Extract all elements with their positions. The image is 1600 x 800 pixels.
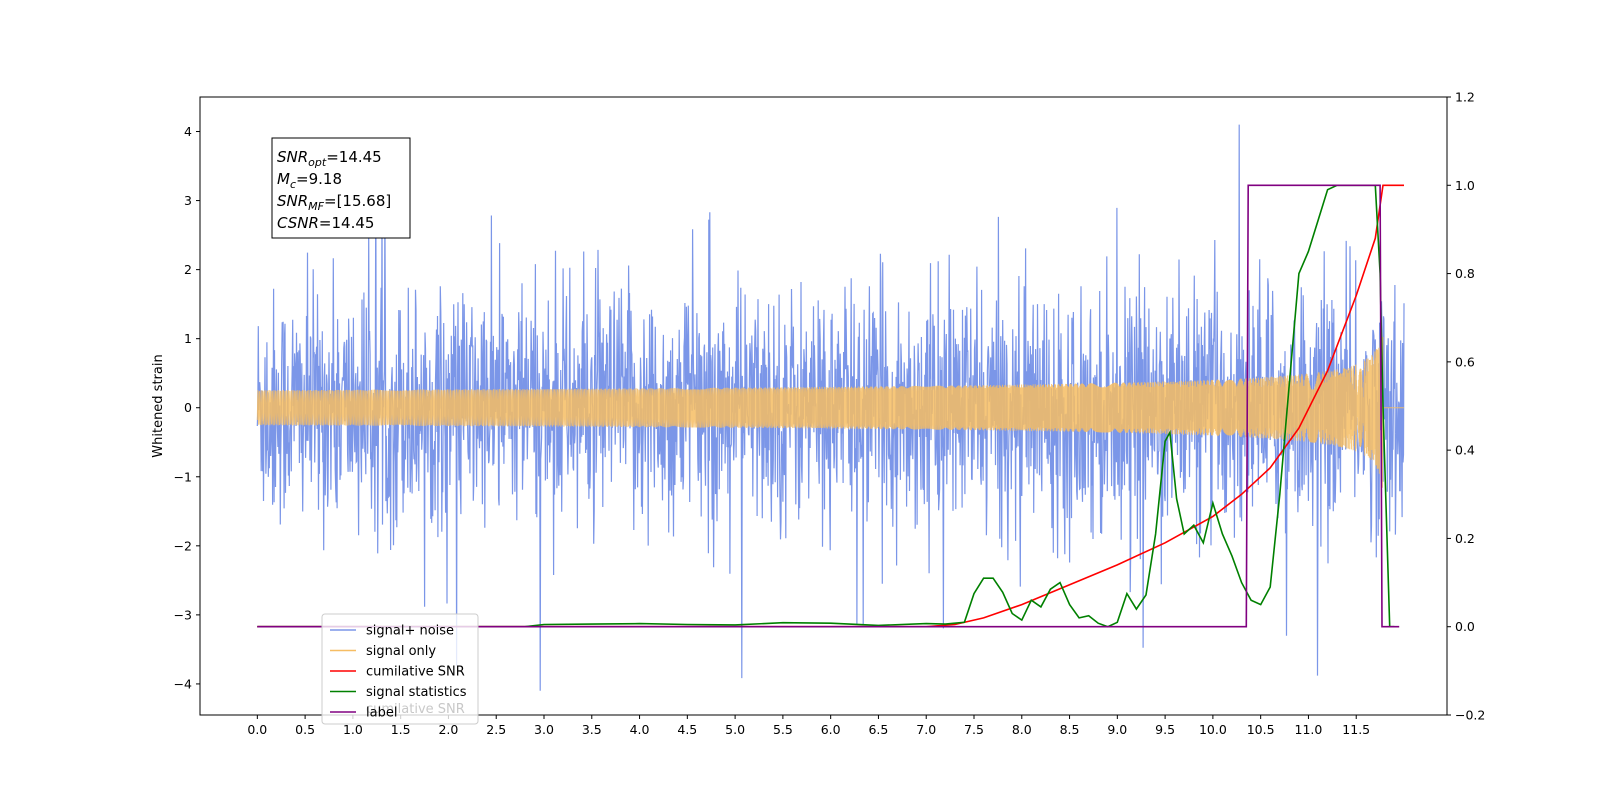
x-tick-label: 10.5 <box>1247 722 1275 737</box>
annotation-box <box>271 137 411 239</box>
x-tick-label: 5.5 <box>773 722 793 737</box>
legend-label: signal only <box>366 644 436 659</box>
right-y-tick-label: 0.0 <box>1455 619 1475 634</box>
x-tick-label: 1.5 <box>391 722 411 737</box>
left-y-tick-label: −4 <box>174 676 192 691</box>
legend-label: signal+ noise <box>366 624 454 639</box>
x-tick-label: 1.0 <box>343 722 363 737</box>
series-signal-only <box>256 332 1404 488</box>
axes-frame <box>199 96 1448 716</box>
x-tick-label: 6.5 <box>868 722 888 737</box>
x-tick-label: 3.0 <box>534 722 554 737</box>
x-tick-label: 5.0 <box>725 722 745 737</box>
right-y-tick-label: 0.2 <box>1455 531 1475 546</box>
legend-box <box>321 613 479 725</box>
legend-overlap-text: cumilative SNR <box>366 702 465 717</box>
x-tick-label: 7.5 <box>964 722 984 737</box>
csnr-text: CSNR=14.45 <box>277 214 374 232</box>
x-tick-label: 7.0 <box>916 722 936 737</box>
x-tick-label: 8.5 <box>1060 722 1080 737</box>
metrics-annotation: SNRopt=14.45 Mc=9.18 SNRMF=[15.68] CSNR=… <box>271 137 411 239</box>
series-cumilative-snr <box>257 184 1404 628</box>
left-y-tick-label: 2 <box>184 262 192 277</box>
x-tick-label: 11.5 <box>1342 722 1370 737</box>
right-y-axis: −0.2 0.0 0.2 0.4 0.6 0.8 1.0 1.2 <box>1447 90 1485 723</box>
left-y-tick-label: 0 <box>184 400 192 415</box>
legend: cumilative SNR signal+ noise signal only c… <box>321 613 479 725</box>
x-tick-label: 0.0 <box>247 722 267 737</box>
left-y-tick-label: 1 <box>184 331 192 346</box>
left-y-tick-label: 3 <box>184 193 192 208</box>
left-y-tick-label: −2 <box>174 538 192 553</box>
x-tick-label: 8.0 <box>1012 722 1032 737</box>
mc-text: Mc=9.18 <box>277 170 342 191</box>
x-tick-label: 4.0 <box>630 722 650 737</box>
legend-label: label <box>366 706 397 721</box>
x-tick-label: 3.5 <box>582 722 602 737</box>
x-tick-label: 10.0 <box>1199 722 1227 737</box>
snr-mf-text: SNRMF=[15.68] <box>277 192 391 213</box>
x-axis: 0.0 0.5 1.0 1.5 2.0 2.5 3.0 3.5 4.0 4.5 5.0 5.5 6.0 6… <box>247 715 1370 737</box>
x-tick-label: 9.5 <box>1155 722 1175 737</box>
right-y-tick-label: 1.2 <box>1455 90 1475 105</box>
x-tick-label: 4.5 <box>677 722 697 737</box>
left-y-tick-label: −3 <box>174 607 192 622</box>
x-tick-label: 2.0 <box>438 722 458 737</box>
series-label <box>257 184 1400 628</box>
legend-label: cumilative SNR <box>366 665 465 680</box>
x-tick-label: 2.5 <box>486 722 506 737</box>
x-tick-label: 9.0 <box>1107 722 1127 737</box>
right-y-tick-label: 1.0 <box>1455 178 1475 193</box>
x-tick-label: 0.5 <box>295 722 315 737</box>
x-tick-label: 6.0 <box>821 722 841 737</box>
legend-label: signal statistics <box>366 685 467 700</box>
series-signal-statistics <box>257 184 1395 628</box>
left-y-tick-label: 4 <box>184 124 192 139</box>
x-tick-label: 11.0 <box>1295 722 1323 737</box>
left-y-axis: −4 −3 −2 −1 0 1 2 3 4 <box>174 124 200 691</box>
right-y-tick-label: 0.6 <box>1455 354 1475 369</box>
plot-area <box>256 124 1405 691</box>
left-y-tick-label: −1 <box>174 469 192 484</box>
right-y-tick-label: −0.2 <box>1455 708 1485 723</box>
right-y-tick-label: 0.4 <box>1455 443 1475 458</box>
left-y-axis-label: Whitened strain <box>151 354 166 457</box>
snr-opt-text: SNRopt=14.45 <box>277 148 382 169</box>
right-y-tick-label: 0.8 <box>1455 266 1475 281</box>
